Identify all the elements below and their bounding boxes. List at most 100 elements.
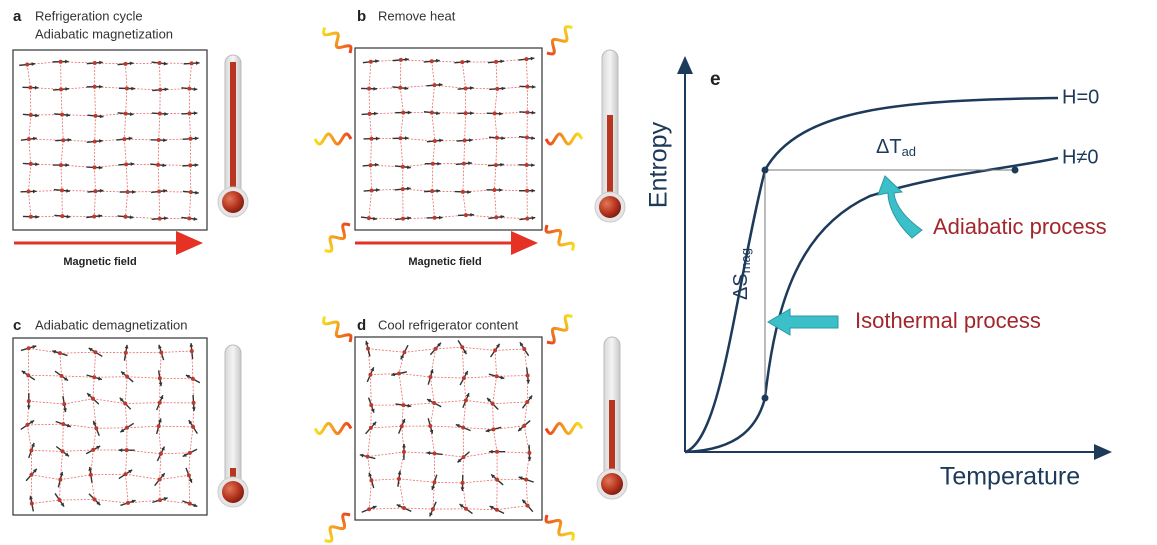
spin-site <box>402 506 406 510</box>
spin-site <box>492 188 496 192</box>
spin-site <box>61 449 65 453</box>
spin-site <box>123 402 127 406</box>
spin-site <box>158 477 162 481</box>
spin-site <box>59 60 63 64</box>
spin-site <box>495 450 499 454</box>
point <box>762 167 769 174</box>
spin-site <box>491 402 495 406</box>
spin-site <box>61 422 65 426</box>
spin-site <box>464 507 468 511</box>
entropy-plot: e Entropy Temperature H=0 H≠0 ΔTad ΔSmag… <box>645 58 1110 491</box>
bond <box>96 428 127 429</box>
spin-site <box>158 401 162 405</box>
spin-site <box>525 85 529 89</box>
spin-site <box>398 86 402 90</box>
heat-wave <box>546 424 582 434</box>
spin-site <box>29 473 33 477</box>
spin-site <box>366 455 370 459</box>
figure: a Refrigeration cycle Adiabatic magnetiz… <box>0 0 1157 545</box>
spin-site <box>460 345 464 349</box>
spin-site <box>367 216 371 220</box>
spin-site <box>464 398 468 402</box>
spin-site <box>159 350 163 354</box>
curve-label: H≠0 <box>1062 146 1099 168</box>
spin-site <box>189 137 193 141</box>
spin-site <box>93 497 97 501</box>
spin-site <box>123 62 127 66</box>
spin-site <box>156 163 160 167</box>
spin-site <box>464 213 468 217</box>
spin-site <box>187 111 191 115</box>
spin-site <box>402 450 406 454</box>
thermometer-bulb <box>222 191 244 213</box>
spin-site <box>399 136 403 140</box>
spin-site <box>126 501 130 505</box>
spin-site <box>93 189 97 193</box>
delta-t-label: ΔTad <box>876 136 916 159</box>
spin-site <box>188 451 192 455</box>
spin-site <box>526 504 530 508</box>
spin-site <box>124 472 128 476</box>
spin-site <box>493 111 497 115</box>
spin-site <box>368 373 372 377</box>
spin-site <box>157 189 161 193</box>
spin-site <box>94 426 98 430</box>
spin-site <box>126 190 130 194</box>
spin-site <box>92 215 96 219</box>
heat-wave <box>321 221 354 254</box>
spin-site <box>525 400 529 404</box>
spin-site <box>158 88 162 92</box>
spin-site <box>191 377 195 381</box>
spin-site <box>462 376 466 380</box>
spin-site <box>60 188 64 192</box>
spin-site <box>125 448 129 452</box>
spin-site <box>26 190 30 194</box>
spin-site <box>158 61 162 65</box>
spin-site <box>369 60 373 64</box>
spin-site <box>493 348 497 352</box>
curve <box>685 158 1058 452</box>
delta-t: ΔT <box>876 136 902 158</box>
spin-site <box>461 426 465 430</box>
heat-wave <box>321 511 354 544</box>
spin-site <box>188 163 192 167</box>
spin-site <box>369 137 373 141</box>
annotation: Adiabatic process <box>933 214 1107 239</box>
spin-site <box>58 351 62 355</box>
spin-site <box>158 376 162 380</box>
spin-site <box>192 401 196 405</box>
spin-site <box>369 478 373 482</box>
spin-site <box>461 455 465 459</box>
spin-site <box>187 473 191 477</box>
spin-site <box>25 63 29 67</box>
spin-site <box>495 374 499 378</box>
spin-site <box>159 452 163 456</box>
panel-title: Adiabatic demagnetization <box>35 317 188 332</box>
spin-site <box>431 507 435 511</box>
spin-site <box>157 138 161 142</box>
spin-site <box>124 351 128 355</box>
spin-site <box>524 478 528 482</box>
spin-site <box>525 189 529 193</box>
spin-site <box>89 473 93 477</box>
spin-site <box>25 423 29 427</box>
spin-site <box>401 217 405 221</box>
spin-site <box>93 140 97 144</box>
spin-site <box>525 217 529 221</box>
panel-letter: b <box>357 8 366 25</box>
spin-site <box>491 427 495 431</box>
process-arrow <box>878 176 922 238</box>
spin-site <box>124 162 128 166</box>
spin-site <box>527 451 531 455</box>
spin-site <box>124 112 128 116</box>
spin-site <box>495 478 499 482</box>
spin-site <box>432 480 436 484</box>
x-axis-label: Temperature <box>940 463 1080 491</box>
spin-site <box>401 111 405 115</box>
spin-site <box>93 114 97 118</box>
spin-site <box>92 165 96 169</box>
spin-site <box>495 87 499 91</box>
spin-site <box>60 214 64 218</box>
spin-site <box>58 478 62 482</box>
panel-title: Remove heat <box>378 8 456 23</box>
